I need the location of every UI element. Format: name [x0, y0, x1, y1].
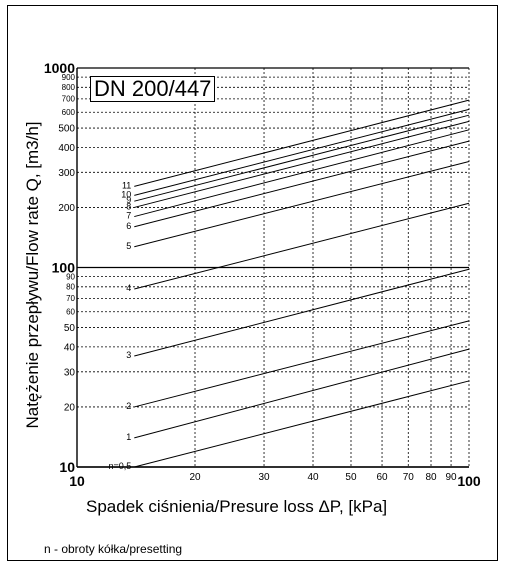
- series-label: 2: [126, 401, 131, 411]
- y-tick-label: 200: [58, 203, 75, 214]
- series-line: [134, 202, 470, 290]
- y-tick-label: 50: [64, 323, 76, 334]
- x-tick-label: 90: [446, 472, 458, 483]
- x-tick-label: 50: [345, 472, 357, 483]
- series-line: [134, 380, 470, 468]
- x-tick-label: 60: [376, 472, 388, 483]
- series-label: 11: [122, 180, 131, 190]
- y-tick-label: 700: [62, 95, 76, 104]
- y-tick-label: 90: [66, 272, 75, 281]
- series-label: 3: [126, 350, 131, 360]
- series-layer: [134, 99, 470, 468]
- y-tick-label: 800: [62, 83, 76, 92]
- grid-layer: [76, 67, 470, 468]
- x-tick-label: 80: [425, 472, 437, 483]
- y-tick-label: 10: [59, 459, 75, 475]
- x-tick-label: 30: [258, 472, 270, 483]
- series-label: 5: [126, 241, 131, 251]
- series-line: [134, 120, 470, 208]
- axis-layer: [76, 68, 469, 468]
- x-tick-label: 70: [403, 472, 415, 483]
- series-label: 8: [126, 201, 131, 211]
- series-label: 9: [126, 195, 131, 205]
- y-tick-label: 300: [58, 168, 75, 179]
- y-tick-label: 1000: [44, 60, 75, 76]
- y-tick-label: 40: [64, 342, 76, 353]
- y-tick-label: 20: [64, 402, 76, 413]
- y-tick-label: 500: [58, 124, 75, 135]
- y-tick-label: 30: [64, 367, 76, 378]
- series-line: [134, 320, 470, 408]
- series-label: 7: [126, 211, 131, 221]
- x-tick-label: 100: [457, 473, 481, 489]
- y-tick-label: 60: [66, 308, 75, 317]
- x-axis-label: Spadek ciśnienia/Presure loss ΔP, [kPa]: [86, 497, 388, 516]
- y-tick-label: 100: [52, 259, 76, 275]
- presetting-note: n - obroty kółka/presetting: [44, 542, 183, 556]
- tick-layer: 10 20 30 40 50 60 70 80 90 1001020304050607080901…: [44, 60, 481, 489]
- series-label: n=0,5: [109, 461, 132, 471]
- series-line: [134, 160, 470, 248]
- y-tick-label: 400: [58, 143, 75, 154]
- series-line: [134, 114, 470, 202]
- series-label: 10: [121, 189, 131, 199]
- y-tick-label: 70: [66, 294, 75, 303]
- y-tick-label: 600: [62, 108, 76, 117]
- series-label: 6: [126, 221, 131, 231]
- series-line: [134, 140, 470, 228]
- chart-title: DN 200/447: [90, 76, 216, 102]
- x-tick-label: 10: [69, 473, 85, 489]
- x-tick-label: 20: [189, 472, 201, 483]
- series-line: [134, 268, 470, 357]
- series-label: 1: [126, 432, 131, 442]
- y-tick-label: 900: [62, 73, 76, 82]
- series-line: [134, 348, 470, 439]
- series-line: [134, 129, 470, 218]
- x-tick-label: 40: [307, 472, 319, 483]
- series-label: 4: [126, 283, 131, 293]
- series-line: [134, 99, 470, 187]
- y-axis-label: Natężenie przepływu/Flow rate Q, [m3/h]: [23, 121, 42, 429]
- series-line: [134, 108, 470, 196]
- y-tick-label: 80: [66, 283, 75, 292]
